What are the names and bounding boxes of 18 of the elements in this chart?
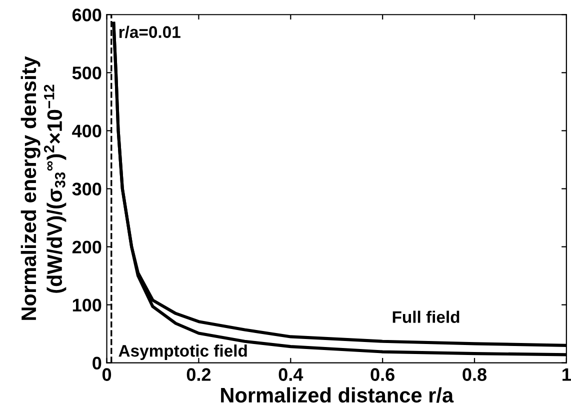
x-tick-label: 0.8 bbox=[462, 368, 486, 381]
x-tick-label: 0.2 bbox=[186, 368, 211, 381]
y-tick-label: 200 bbox=[72, 240, 102, 254]
x-tick-label: 1 bbox=[562, 368, 571, 381]
x-tick-label: 0.6 bbox=[370, 368, 394, 381]
y-tick-label: 100 bbox=[72, 298, 102, 312]
ref-line-label: r/a=0.01 bbox=[119, 26, 180, 38]
y-tick-label: 300 bbox=[72, 182, 102, 196]
x-tick-label: 0.4 bbox=[278, 368, 304, 381]
y-tick-label: 0 bbox=[92, 356, 102, 370]
y-tick-label: 400 bbox=[72, 124, 102, 138]
annotation: Asymptotic field bbox=[118, 344, 247, 360]
y-tick-label: 600 bbox=[72, 8, 102, 22]
x-tick-label: 0 bbox=[102, 368, 112, 381]
x-axis-title: Normalized distance r/a bbox=[221, 387, 454, 403]
y-axis-title: Normalized energy density (dW/dV)/(σ$_{33}$$^{∞}$)$^{2}$×10$^{−12}$ bbox=[20, 56, 66, 320]
y-tick-label: 500 bbox=[72, 66, 102, 80]
annotation: Full field bbox=[392, 310, 460, 323]
